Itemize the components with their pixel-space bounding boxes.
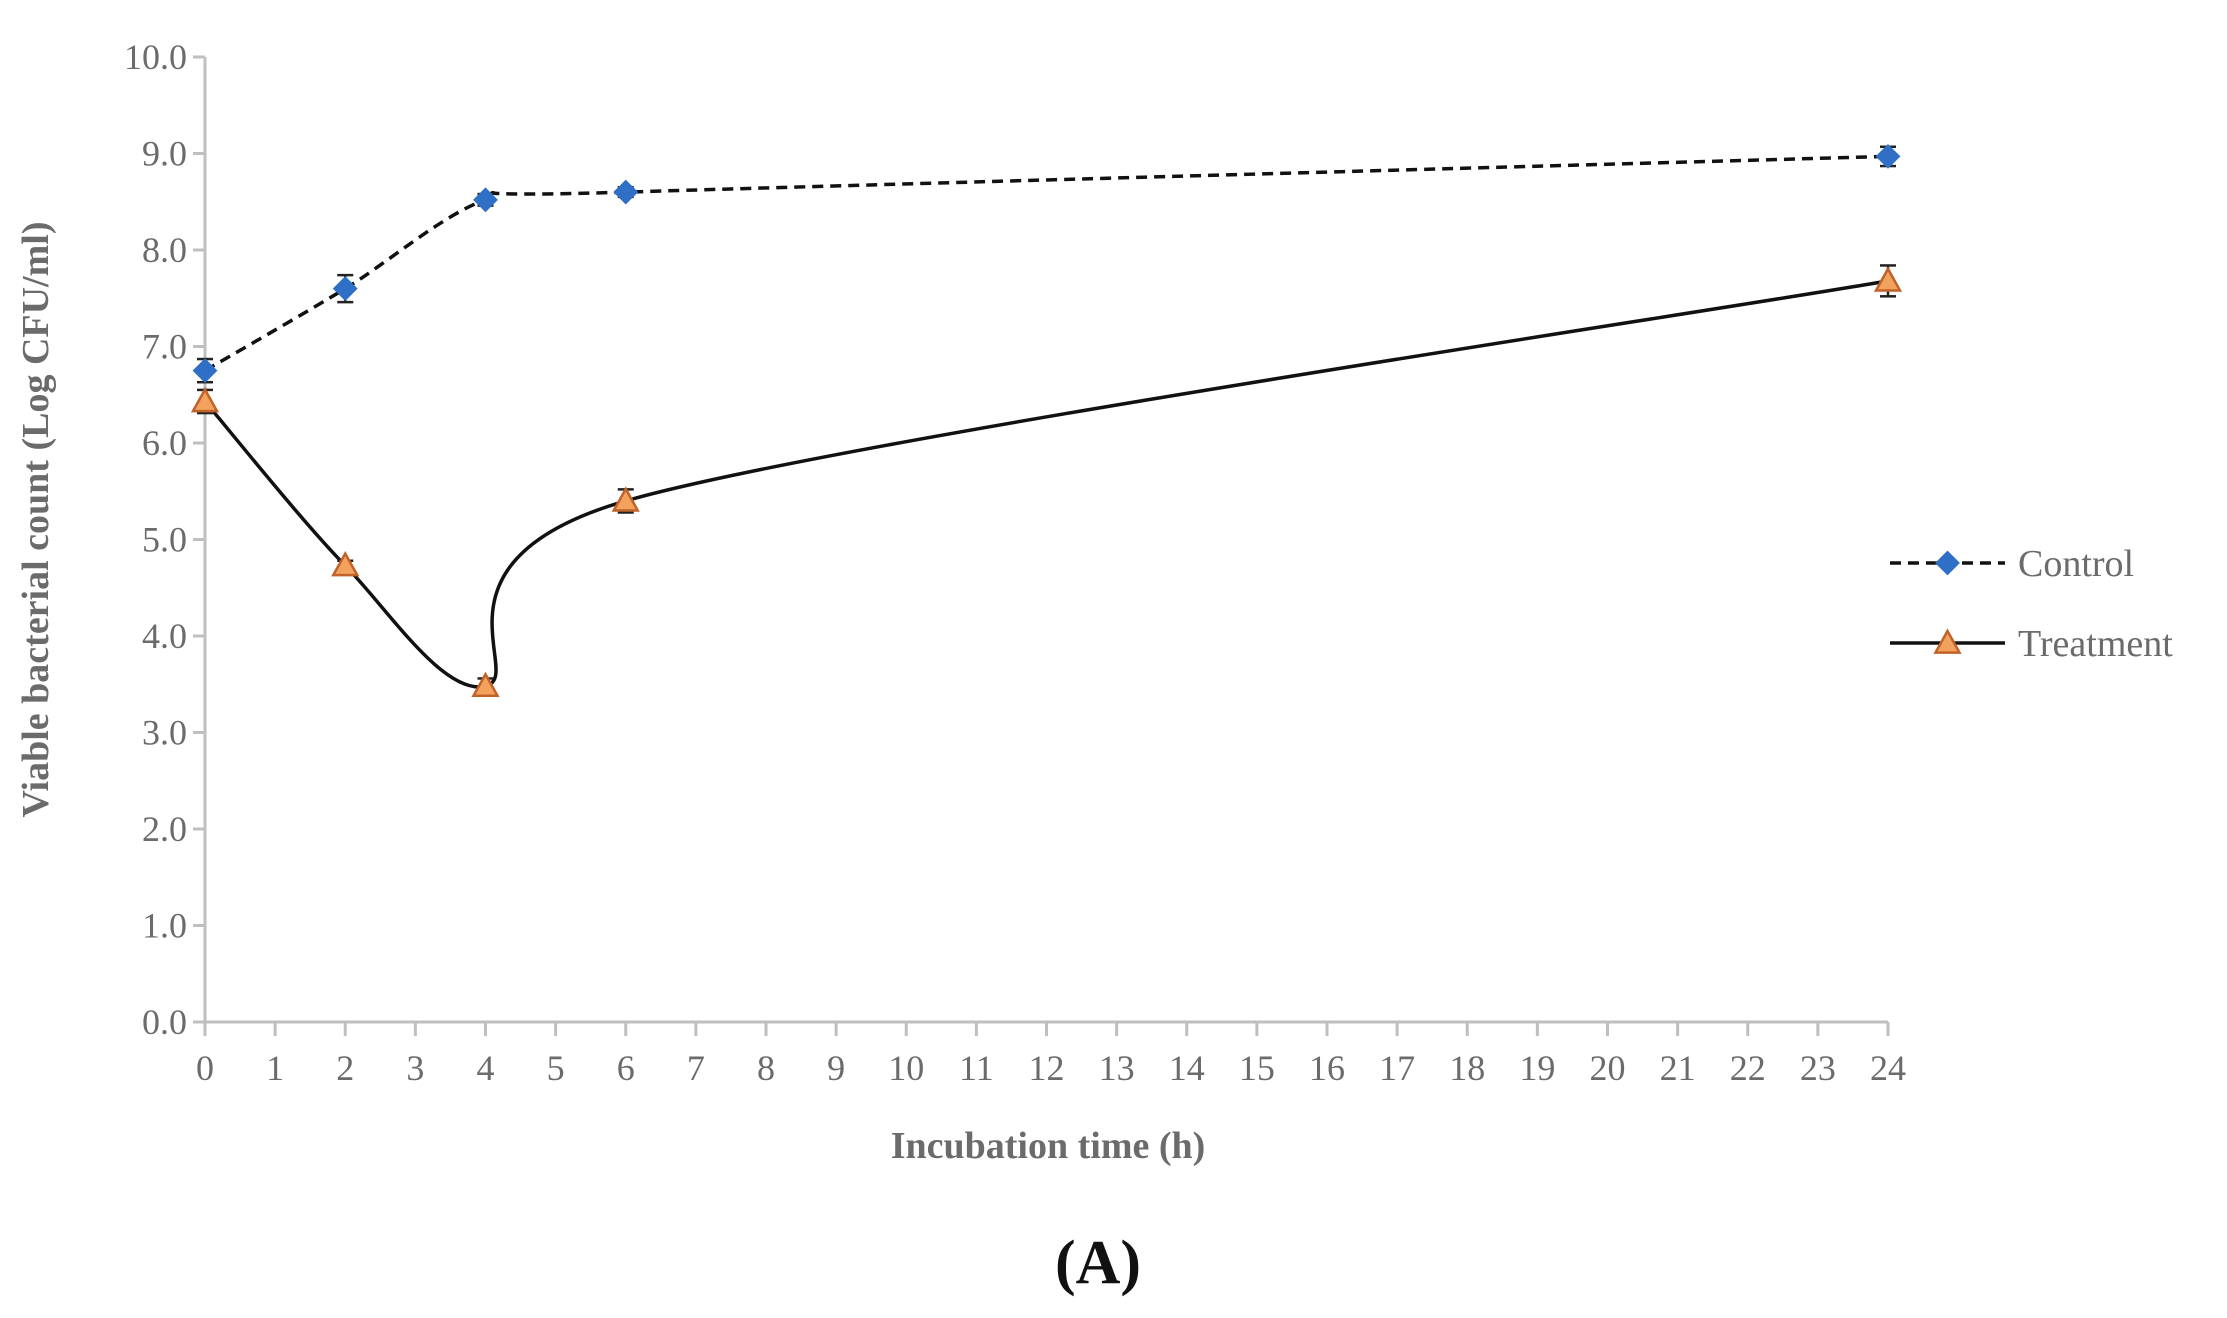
series-layer [190,143,1903,698]
x-tick-label: 10 [888,1048,924,1088]
x-tick-label: 6 [617,1048,635,1088]
x-tick-label: 13 [1099,1048,1135,1088]
series-control [192,143,1901,384]
y-tick-label: 0.0 [142,1002,187,1042]
x-tick-label: 7 [687,1048,705,1088]
x-tick-label: 11 [959,1048,994,1088]
data-point [471,671,500,698]
y-tick-label: 7.0 [142,327,187,367]
y-tick-label: 9.0 [142,134,187,174]
data-point [1875,143,1901,169]
data-point [611,486,640,512]
x-tick-label: 20 [1590,1048,1626,1088]
y-tick-label: 8.0 [142,230,187,270]
x-tick-label: 9 [827,1048,845,1088]
x-tick-label: 3 [406,1048,424,1088]
x-tick-label: 14 [1169,1048,1205,1088]
y-axis-ticks: 0.0 1.0 2.0 3.0 4.0 5.0 6.0 7.0 8.0 9.0 10.0 [124,37,205,1042]
x-tick-label: 1 [266,1048,284,1088]
x-axis-ticks: 0 1 2 3 4 5 6 7 8 9 10 11 12 13 14 15 16 17 18 19 20 21 22 23 24 [196,1022,1906,1088]
x-tick-label: 5 [547,1048,565,1088]
x-tick-label: 8 [757,1048,775,1088]
data-point [331,550,360,577]
y-axis-title: Viable bacterial count (Log CFU/ml) [15,222,57,818]
data-point [613,179,639,205]
y-tick-label: 1.0 [142,906,187,946]
x-tick-label: 2 [336,1048,354,1088]
data-point [473,187,498,213]
x-tick-label: 12 [1029,1048,1065,1088]
data-point [1873,266,1903,292]
series-treatment [190,264,1903,698]
y-tick-label: 3.0 [142,713,187,753]
legend-marker [1935,550,1960,576]
legend-label: Control [2018,543,2134,585]
x-tick-label: 21 [1660,1048,1696,1088]
series-line [203,279,1889,689]
x-tick-label: 22 [1730,1048,1766,1088]
x-tick-label: 16 [1309,1048,1345,1088]
data-point [332,276,358,302]
y-tick-label: 10.0 [124,37,187,77]
data-point [190,386,220,413]
series-line [204,154,1889,373]
x-tick-label: 19 [1519,1048,1555,1088]
y-tick-label: 2.0 [142,809,187,849]
x-tick-label: 18 [1449,1048,1485,1088]
x-tick-label: 23 [1800,1048,1836,1088]
panel-label: (A) [1055,1229,1141,1297]
x-tick-label: 17 [1379,1048,1415,1088]
x-tick-label: 0 [196,1048,214,1088]
y-tick-label: 5.0 [142,520,187,560]
x-axis-title: Incubation time (h) [891,1125,1206,1167]
y-tick-label: 6.0 [142,423,187,463]
legend-marker [1933,628,1962,654]
x-tick-label: 24 [1870,1048,1906,1088]
legend-label: Treatment [2018,623,2173,665]
y-tick-label: 4.0 [142,616,187,656]
data-point [192,358,218,384]
legend: Control Treatment [1890,543,2173,665]
x-tick-label: 4 [477,1048,495,1088]
x-tick-label: 15 [1239,1048,1275,1088]
